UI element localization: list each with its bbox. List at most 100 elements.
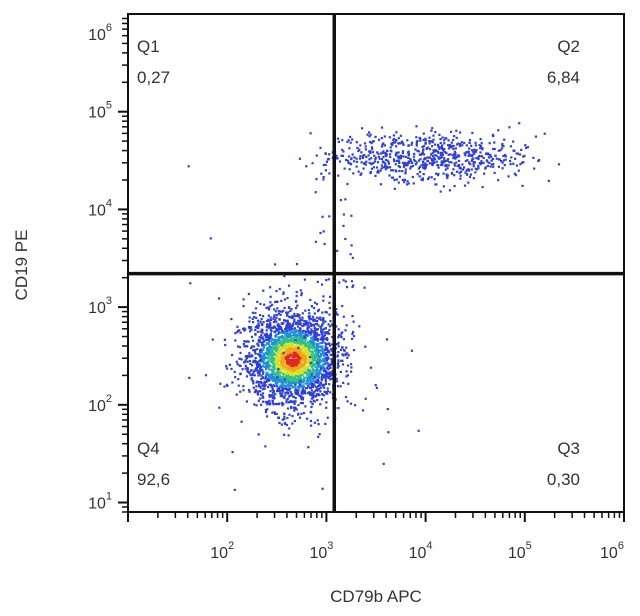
event-dot — [428, 142, 431, 145]
event-dot — [284, 346, 287, 350]
event-dot — [381, 160, 384, 163]
event-dot — [268, 373, 271, 376]
event-dot — [438, 133, 441, 136]
event-dot — [317, 423, 320, 426]
event-dot — [437, 156, 440, 159]
event-dot — [336, 313, 339, 316]
event-dot — [297, 367, 300, 370]
event-dot — [349, 402, 353, 405]
event-dot — [501, 144, 504, 147]
event-dot — [424, 141, 427, 144]
event-dot — [266, 363, 269, 366]
event-dot — [262, 358, 265, 361]
event-dot — [340, 332, 343, 335]
event-dot — [257, 374, 260, 377]
event-dot — [290, 393, 293, 396]
event-dot — [445, 159, 448, 162]
event-dot — [326, 366, 329, 369]
event-dot — [361, 155, 365, 158]
event-dot — [514, 157, 517, 160]
event-dot — [298, 322, 301, 326]
event-dot — [395, 159, 398, 162]
event-dot — [310, 344, 313, 347]
event-dot — [249, 330, 252, 333]
event-dot — [466, 159, 469, 162]
event-dot — [325, 279, 328, 282]
event-dot — [276, 377, 279, 380]
event-dot — [286, 363, 289, 366]
event-dot — [385, 166, 388, 170]
event-dot — [313, 326, 316, 329]
event-dot — [310, 363, 313, 366]
event-dot — [306, 340, 309, 343]
event-dot — [268, 383, 271, 386]
event-dot — [276, 307, 279, 310]
event-dot — [454, 154, 457, 157]
event-dot — [309, 387, 312, 390]
event-dot — [300, 371, 303, 375]
event-dot — [430, 140, 433, 143]
event-dot — [288, 375, 291, 378]
event-dot — [306, 374, 309, 377]
event-dot — [299, 347, 302, 350]
event-dot — [239, 351, 242, 354]
event-dot — [273, 353, 277, 356]
event-dot — [331, 347, 334, 350]
event-dot — [297, 338, 300, 341]
event-dot — [404, 170, 407, 174]
event-dot — [316, 419, 319, 422]
event-dot — [290, 405, 293, 409]
event-dot — [392, 138, 395, 141]
event-dot — [414, 159, 417, 163]
event-dot — [341, 139, 344, 142]
event-dot — [273, 330, 276, 334]
event-dot — [247, 292, 250, 296]
event-dot — [388, 174, 391, 177]
event-dot — [287, 334, 290, 337]
event-dot — [251, 380, 254, 383]
event-dot — [244, 359, 247, 362]
event-dot — [302, 367, 305, 370]
event-dot — [417, 159, 421, 162]
event-dot — [407, 182, 410, 185]
event-dot — [503, 164, 506, 167]
event-dot — [251, 345, 254, 348]
event-dot — [468, 154, 471, 157]
event-dot — [282, 291, 285, 294]
event-dot — [280, 322, 283, 325]
event-dot — [273, 384, 276, 388]
event-dot — [451, 154, 454, 157]
event-dot — [294, 360, 297, 364]
event-dot — [361, 409, 365, 412]
event-dot — [432, 149, 435, 152]
event-dot — [416, 173, 419, 176]
event-dot — [399, 142, 402, 145]
event-dot — [515, 164, 518, 167]
event-dot — [331, 361, 334, 364]
event-dot — [489, 153, 492, 157]
event-dot — [260, 342, 264, 345]
event-dot — [348, 147, 351, 150]
event-dot — [306, 350, 310, 353]
event-dot — [326, 387, 329, 390]
event-dot — [357, 149, 360, 153]
event-dot — [389, 146, 392, 149]
event-dot — [299, 359, 302, 363]
event-dot — [380, 145, 384, 148]
event-dot — [306, 353, 309, 356]
event-dot — [259, 341, 262, 344]
event-dot — [324, 374, 327, 377]
event-dot — [414, 148, 417, 151]
event-dot — [315, 386, 318, 389]
event-dot — [324, 310, 327, 314]
event-dot — [283, 378, 286, 381]
event-dot — [271, 378, 274, 382]
event-dot — [510, 156, 513, 159]
event-dot — [434, 150, 437, 153]
event-dot — [352, 284, 355, 287]
event-dot — [516, 152, 519, 155]
event-dot — [395, 131, 398, 134]
event-dot — [338, 281, 341, 284]
event-dot — [286, 339, 290, 342]
event-dot — [256, 361, 259, 364]
